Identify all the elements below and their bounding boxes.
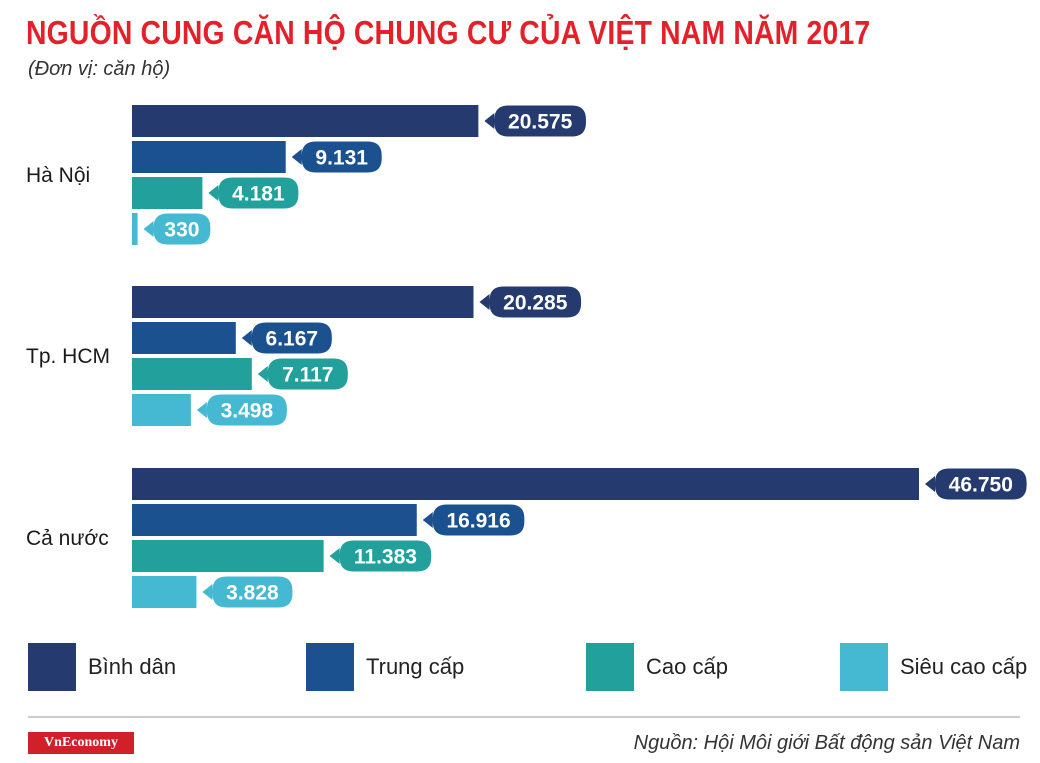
source-note: Nguồn: Hội Môi giới Bất động sản Việt Na… [633, 732, 1020, 754]
value-callout [196, 394, 287, 426]
value-callout [291, 141, 382, 173]
legend-label: Cao cấp [646, 654, 728, 679]
data-label: 7.117 [282, 364, 333, 387]
legend-label: Bình dân [88, 654, 177, 679]
footer-divider [28, 716, 1020, 718]
data-label: 46.750 [949, 474, 1013, 497]
bar [132, 394, 191, 426]
category-label: Tp. HCM [26, 345, 110, 368]
bar [132, 504, 417, 536]
legend-swatch [28, 643, 76, 691]
data-label: 20.285 [503, 292, 568, 315]
legend-item: Cao cấp [586, 642, 728, 692]
bar [132, 358, 252, 390]
vneconomy-logo: VnEconomy [28, 732, 134, 754]
bar [132, 213, 138, 245]
legend-swatch [306, 643, 354, 691]
category-label: Cả nước [26, 527, 109, 550]
bar [132, 286, 474, 318]
bar [132, 468, 919, 500]
value-callout [143, 213, 211, 245]
value-callout [202, 576, 293, 608]
bar [132, 576, 197, 608]
bar [132, 141, 286, 173]
data-label: 3.498 [221, 400, 274, 423]
chart-subtitle: (Đơn vị: căn hộ) [28, 58, 171, 80]
legend-item: Siêu cao cấp [840, 642, 1027, 692]
legend-label: Siêu cao cấp [900, 654, 1028, 679]
chart-title: NGUỒN CUNG CĂN HỘ CHUNG CƯ CỦA VIỆT NAM … [26, 14, 871, 51]
value-callout [422, 504, 525, 536]
data-label: 9.131 [315, 147, 368, 170]
category-label: Hà Nội [26, 164, 90, 187]
bar [132, 322, 236, 354]
data-label: 6.167 [266, 328, 319, 351]
data-label: 330 [164, 219, 199, 242]
bar [132, 540, 324, 572]
value-callout [329, 540, 432, 572]
data-label: 16.916 [446, 510, 510, 533]
value-callout [257, 358, 348, 390]
value-callout [479, 286, 582, 318]
legend-item: Bình dân [28, 642, 176, 692]
data-label: 20.575 [508, 111, 573, 134]
legend-label: Trung cấp [366, 654, 465, 679]
value-callout [208, 177, 299, 209]
value-callout [241, 322, 332, 354]
data-label: 4.181 [232, 183, 285, 206]
legend-swatch [840, 643, 888, 691]
legend: Bình dân Trung cấp Cao cấp Siêu cao cấp [0, 642, 1040, 692]
data-label: 11.383 [354, 546, 417, 569]
data-label: 3.828 [226, 582, 279, 605]
legend-swatch [586, 643, 634, 691]
value-callout [925, 468, 1027, 500]
value-callout [484, 105, 586, 137]
bar-chart: Hà Nội 20.575 9.131 4.181 330 Tp. HCM 20.285 6.… [26, 105, 1027, 608]
bar [132, 177, 203, 209]
legend-item: Trung cấp [306, 642, 464, 692]
bar [132, 105, 479, 137]
